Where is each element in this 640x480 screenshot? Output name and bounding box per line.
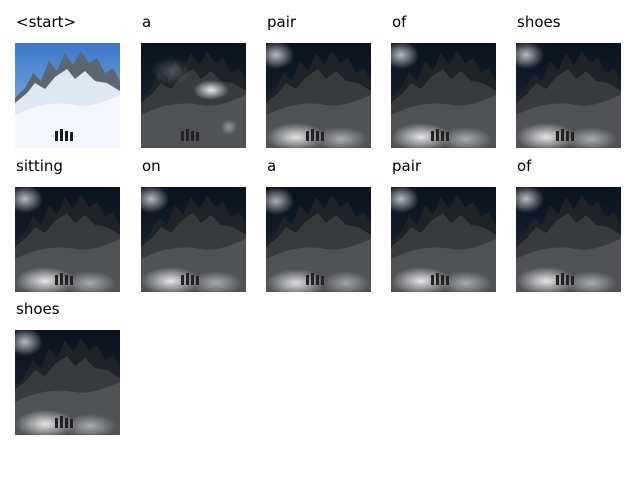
word-label: of	[392, 13, 407, 31]
word-label: a	[142, 13, 152, 31]
attention-map	[391, 187, 496, 292]
word-label: on	[142, 157, 161, 175]
attention-map	[391, 43, 496, 148]
attention-map	[516, 43, 621, 148]
word-label: a	[267, 157, 277, 175]
word-label: pair	[392, 157, 422, 175]
attention-map	[516, 187, 621, 292]
attention-map	[266, 43, 371, 148]
original-photo	[15, 43, 120, 148]
attention-map	[15, 187, 120, 292]
word-label: shoes	[16, 300, 60, 318]
word-label: of	[517, 157, 532, 175]
word-label: sitting	[16, 157, 63, 175]
word-label: <start>	[16, 13, 77, 31]
attention-map	[141, 43, 246, 148]
word-label: shoes	[517, 13, 561, 31]
attention-map	[141, 187, 246, 292]
attention-map	[15, 330, 120, 435]
word-label: pair	[267, 13, 297, 31]
attention-map	[266, 187, 371, 292]
